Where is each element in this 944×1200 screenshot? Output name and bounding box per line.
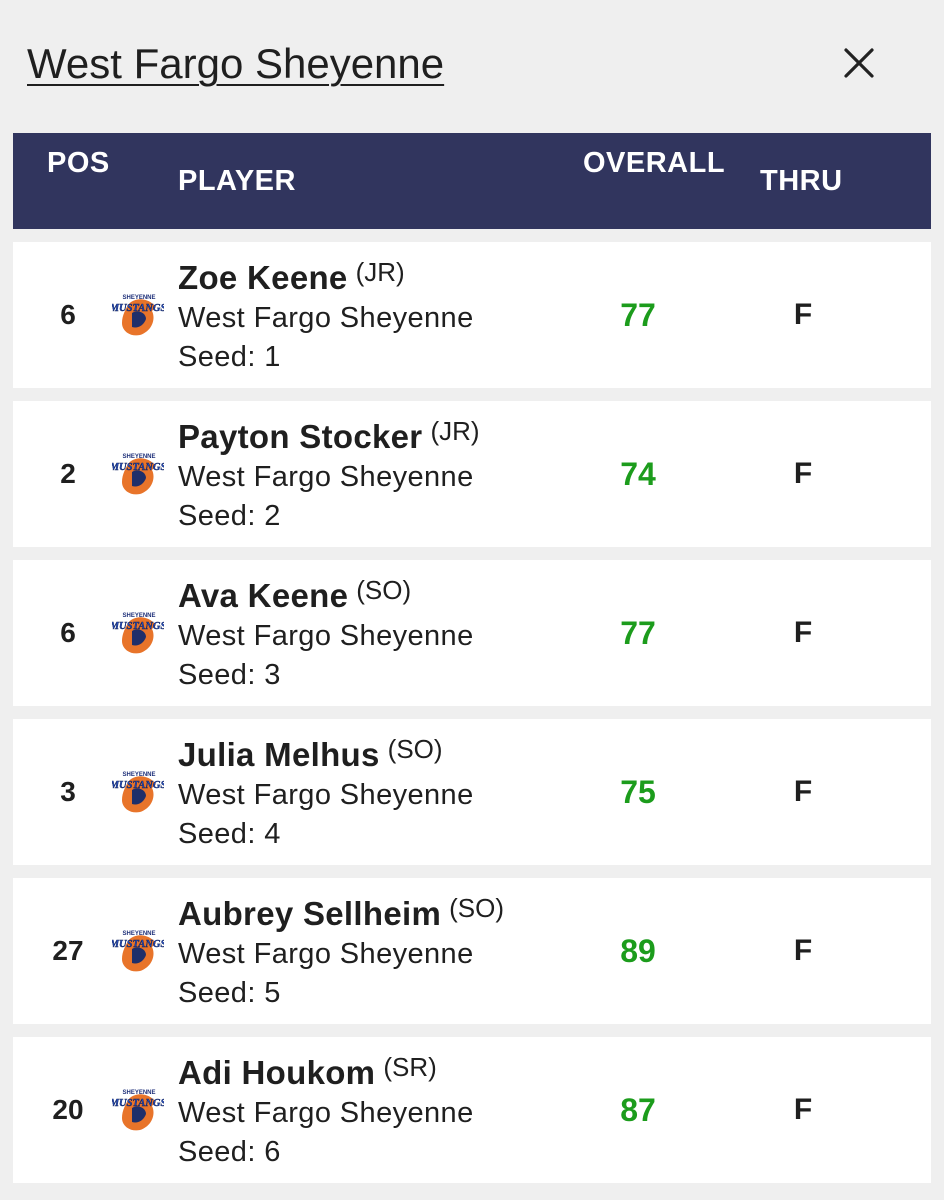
player-class-year: (SR) — [383, 1052, 437, 1082]
mustangs-logo-icon: SHEYENNE MUSTANGS — [108, 289, 167, 341]
table-body: 6 SHEYENNE MUSTANGS — [13, 242, 931, 1183]
svg-text:MUSTANGS: MUSTANGS — [112, 939, 164, 950]
player-team: West Fargo Sheyenne — [178, 938, 474, 970]
position-cell: 20 — [52, 1094, 84, 1125]
player-cell: Adi Houkom (SR) West Fargo Sheyenne Seed:… — [178, 1052, 578, 1172]
svg-text:SHEYENNE: SHEYENNE — [122, 931, 155, 937]
player-seed: Seed: 4 — [178, 818, 281, 850]
top-bar: West Fargo Sheyenne — [0, 0, 944, 130]
thru-status: F — [793, 1093, 813, 1126]
overall-score: 87 — [620, 1091, 656, 1128]
table-row[interactable]: 27 SHEYENNE MUSTANGS — [13, 878, 931, 1024]
svg-text:SHEYENNE: SHEYENNE — [122, 772, 155, 778]
overall-score: 74 — [620, 455, 656, 492]
player-cell: Ava Keene (SO) West Fargo Sheyenne Seed: … — [178, 575, 578, 695]
player-seed: Seed: 6 — [178, 1136, 281, 1168]
player-seed: Seed: 2 — [178, 500, 281, 532]
thru-status: F — [793, 616, 813, 649]
overall-score: 89 — [620, 932, 656, 969]
svg-text:MUSTANGS: MUSTANGS — [112, 621, 164, 632]
column-header-overall[interactable]: OVERALL — [583, 147, 726, 179]
player-cell: Payton Stocker (JR) West Fargo Sheyenne S… — [178, 416, 578, 536]
position-cell: 2 — [60, 458, 76, 489]
leaderboard-table: POS PLAYER OVERALL THRU 6 — [13, 133, 931, 1196]
player-class-year: (SO) — [449, 893, 504, 923]
svg-text:SHEYENNE: SHEYENNE — [122, 295, 155, 301]
overall-score: 77 — [620, 614, 656, 651]
overall-score: 77 — [620, 296, 656, 333]
mustangs-logo-icon: SHEYENNE MUSTANGS — [108, 448, 167, 500]
mustangs-logo-icon: SHEYENNE MUSTANGS — [108, 1084, 167, 1136]
thru-status: F — [793, 934, 813, 967]
position-cell: 6 — [60, 617, 76, 648]
table-row[interactable]: 6 SHEYENNE MUSTANGS — [13, 242, 931, 388]
position-cell: 27 — [52, 935, 84, 966]
player-cell: Zoe Keene (JR) West Fargo Sheyenne Seed: … — [178, 257, 578, 377]
player-name[interactable]: Ava Keene — [178, 577, 349, 614]
table-header: POS PLAYER OVERALL THRU — [13, 133, 931, 229]
svg-text:SHEYENNE: SHEYENNE — [122, 454, 155, 460]
svg-text:SHEYENNE: SHEYENNE — [122, 1090, 155, 1096]
player-class-year: (JR) — [430, 416, 480, 446]
player-team: West Fargo Sheyenne — [178, 1097, 474, 1129]
svg-text:MUSTANGS: MUSTANGS — [112, 303, 164, 314]
thru-status: F — [793, 457, 813, 490]
close-button[interactable] — [836, 40, 882, 86]
player-name[interactable]: Zoe Keene — [178, 259, 348, 296]
position-cell: 6 — [60, 299, 76, 330]
player-team: West Fargo Sheyenne — [178, 302, 474, 334]
player-class-year: (SO) — [356, 575, 412, 605]
column-header-pos[interactable]: POS — [47, 147, 110, 179]
mustangs-logo-icon: SHEYENNE MUSTANGS — [108, 607, 167, 659]
thru-status: F — [793, 298, 813, 331]
svg-text:SHEYENNE: SHEYENNE — [122, 613, 155, 619]
player-seed: Seed: 1 — [178, 341, 281, 373]
player-class-year: (JR) — [355, 257, 405, 287]
player-name[interactable]: Aubrey Sellheim — [178, 895, 442, 932]
player-seed: Seed: 3 — [178, 659, 281, 691]
team-title-link[interactable]: West Fargo Sheyenne — [27, 40, 445, 87]
player-cell: Aubrey Sellheim (SO) West Fargo Sheyenne … — [178, 893, 578, 1013]
close-icon — [844, 48, 874, 78]
player-team: West Fargo Sheyenne — [178, 461, 474, 493]
player-name[interactable]: Adi Houkom — [178, 1054, 376, 1091]
player-name[interactable]: Julia Melhus — [178, 736, 380, 773]
overall-score: 75 — [620, 773, 656, 810]
table-row[interactable]: 3 SHEYENNE MUSTANGS — [13, 719, 931, 865]
thru-status: F — [793, 775, 813, 808]
mustangs-logo-icon: SHEYENNE MUSTANGS — [108, 766, 167, 818]
column-header-thru[interactable]: THRU — [760, 165, 843, 197]
mustangs-logo-icon: SHEYENNE MUSTANGS — [108, 925, 167, 977]
table-row[interactable]: 6 SHEYENNE MUSTANGS — [13, 560, 931, 706]
table-row[interactable]: 2 SHEYENNE MUSTANGS — [13, 401, 931, 547]
player-team: West Fargo Sheyenne — [178, 779, 474, 811]
svg-text:MUSTANGS: MUSTANGS — [112, 780, 164, 791]
player-cell: Julia Melhus (SO) West Fargo Sheyenne See… — [178, 734, 578, 854]
player-name[interactable]: Payton Stocker — [178, 418, 423, 455]
column-header-player[interactable]: PLAYER — [178, 165, 296, 197]
svg-text:MUSTANGS: MUSTANGS — [112, 1098, 164, 1109]
player-seed: Seed: 5 — [178, 977, 281, 1009]
player-class-year: (SO) — [387, 734, 443, 764]
position-cell: 3 — [60, 776, 76, 807]
player-team: West Fargo Sheyenne — [178, 620, 474, 652]
table-row[interactable]: 20 SHEYENNE MUSTANGS — [13, 1037, 931, 1183]
svg-text:MUSTANGS: MUSTANGS — [112, 462, 164, 473]
